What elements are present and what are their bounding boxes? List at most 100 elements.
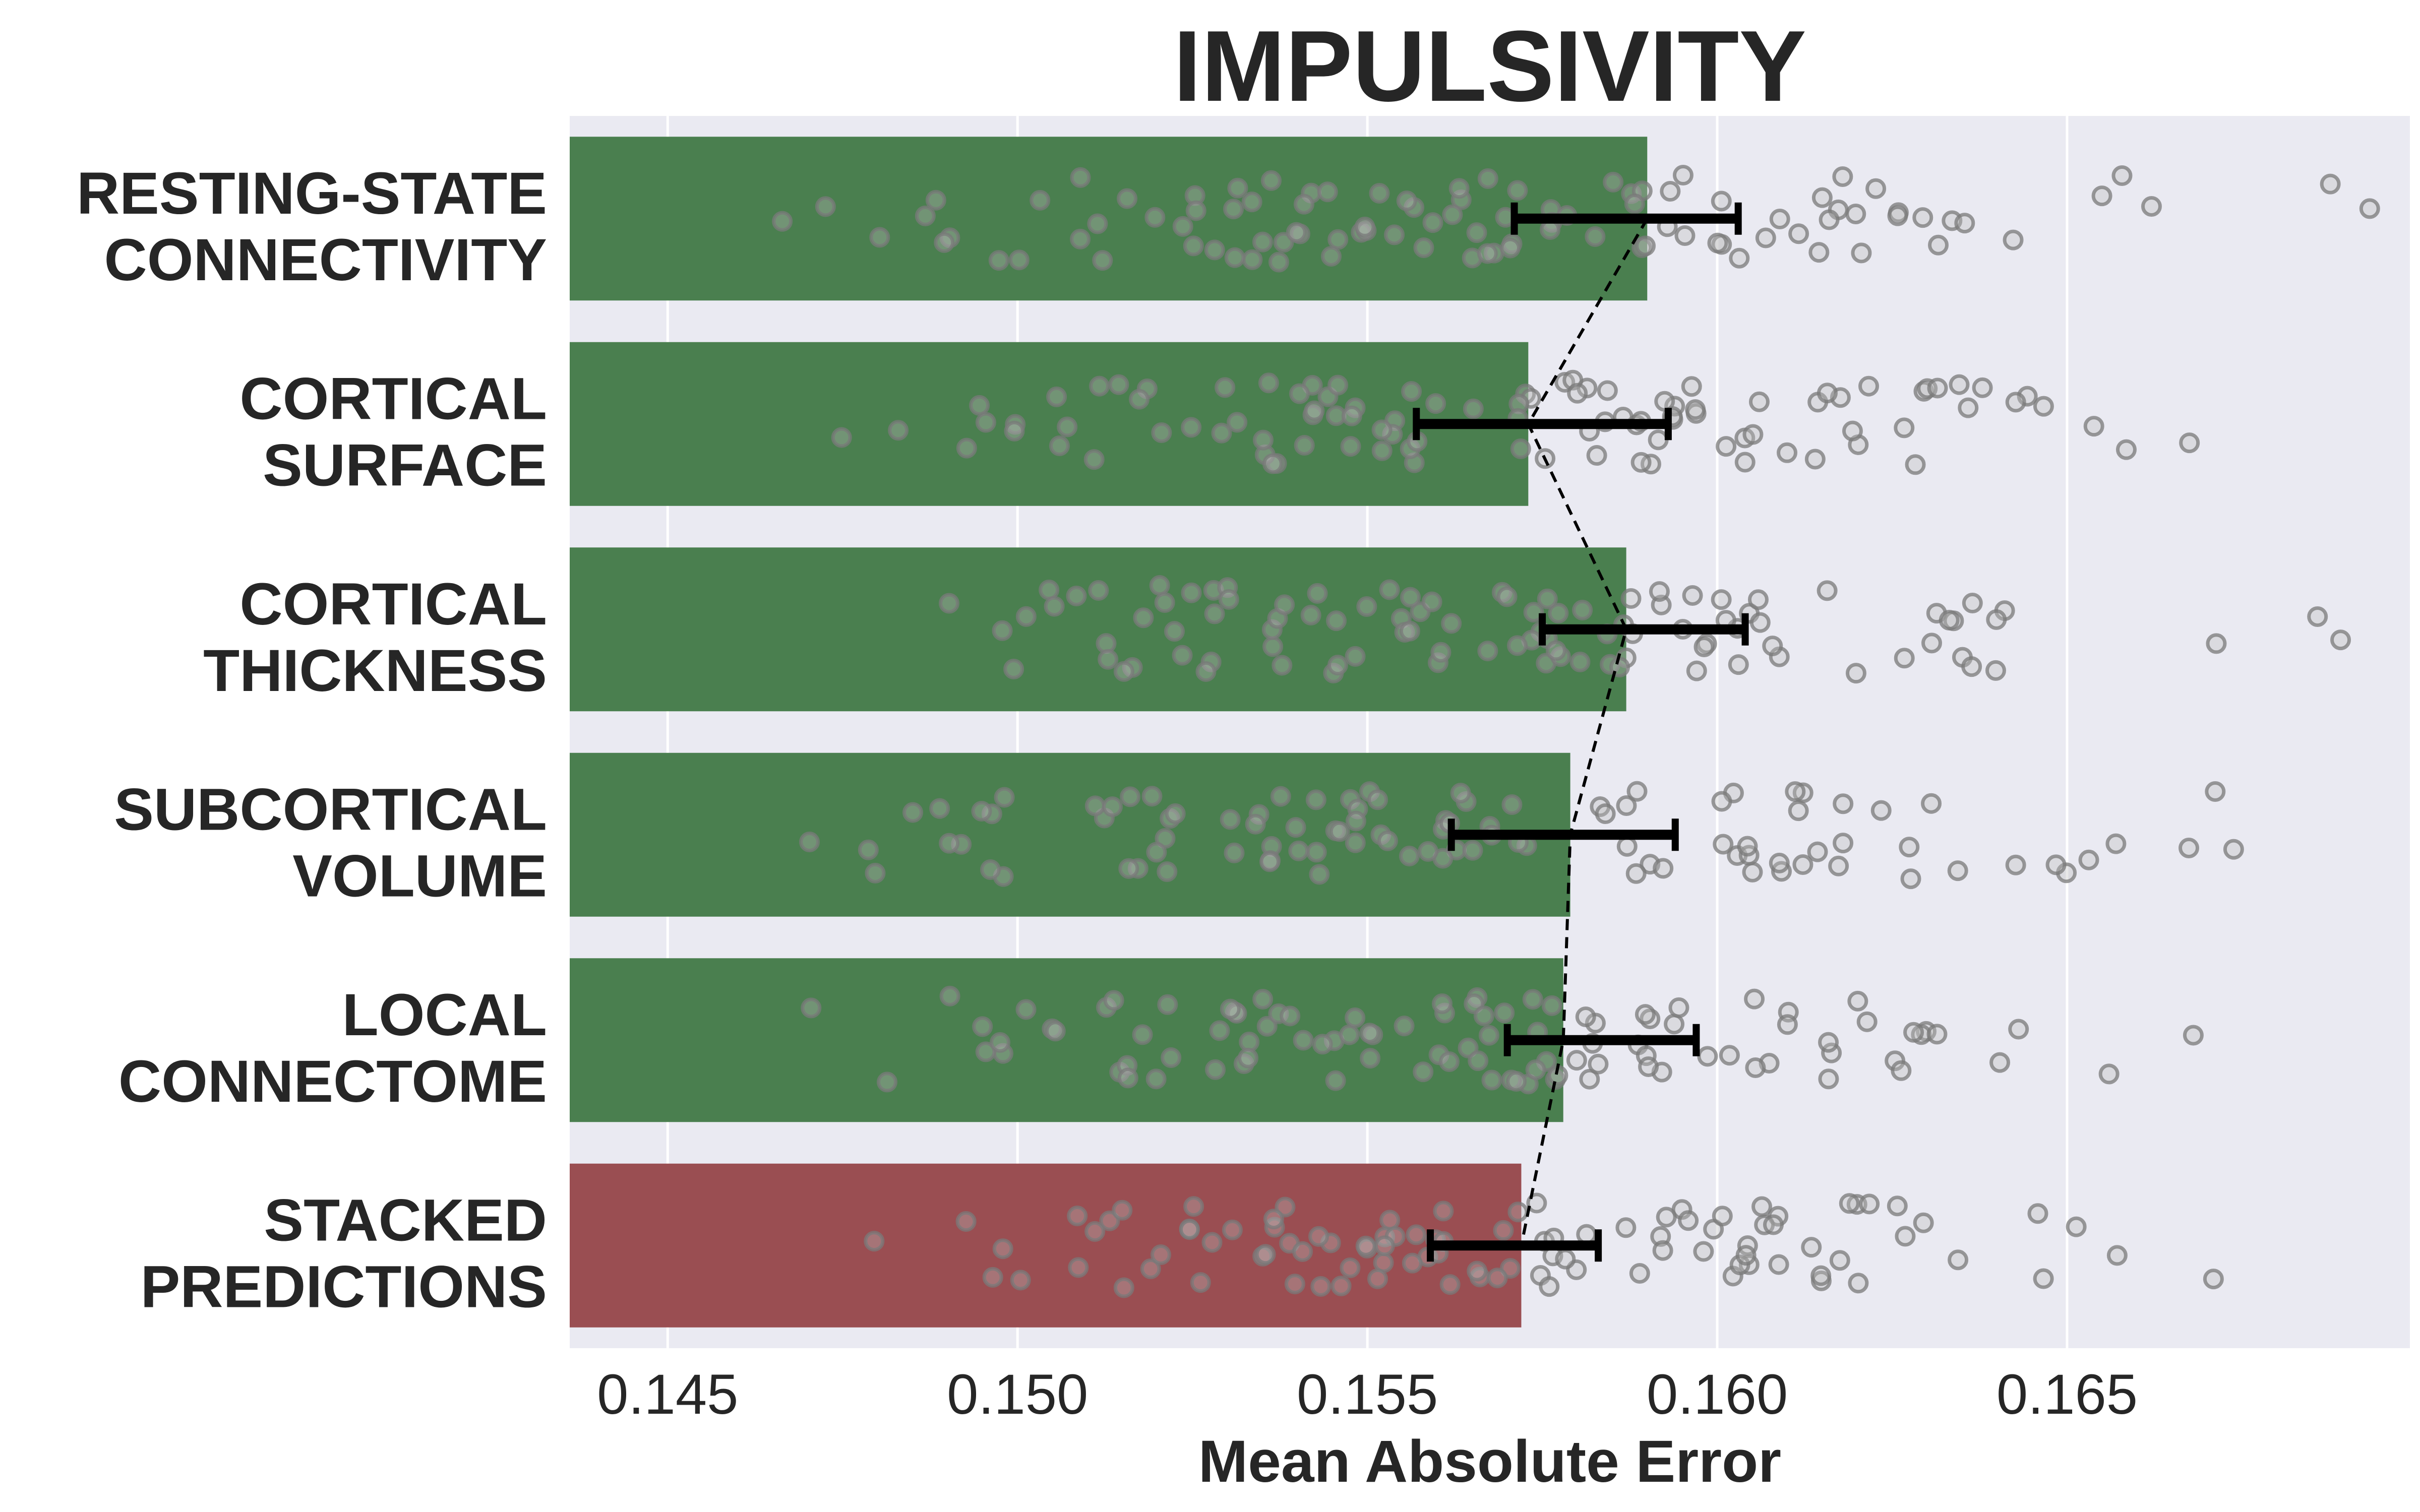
x-tick-label: 0.150: [947, 1363, 1088, 1426]
data-point: [1949, 374, 1970, 395]
data-point: [2033, 396, 2054, 417]
data-point: [1067, 1206, 1088, 1227]
data-point: [1891, 1060, 1912, 1081]
data-point: [1818, 1068, 1839, 1090]
data-point: [1595, 803, 1616, 825]
data-point: [1252, 988, 1274, 1010]
data-point: [2205, 781, 2226, 802]
data-point: [1685, 399, 1706, 420]
data-point: [1439, 1274, 1461, 1295]
data-point: [1150, 1244, 1171, 1266]
data-point: [1039, 580, 1060, 601]
data-point: [1099, 1210, 1120, 1231]
data-point: [1763, 1214, 1784, 1235]
category-label-line1: SUBCORTICAL: [114, 776, 547, 843]
error-bar: [1503, 1024, 1700, 1056]
data-point: [1317, 181, 1338, 203]
data-point: [1310, 1276, 1332, 1297]
data-point: [1462, 840, 1483, 861]
data-point: [1320, 245, 1342, 267]
data-point: [1616, 836, 1638, 857]
data-point: [1686, 660, 1707, 681]
data-point: [1620, 588, 1642, 609]
data-point: [1205, 1059, 1226, 1080]
data-point: [1507, 1202, 1529, 1223]
bar: [570, 137, 1648, 301]
data-point: [1678, 1210, 1699, 1231]
data-point: [1939, 610, 1960, 631]
data-point: [1711, 191, 1732, 212]
data-point: [1172, 216, 1193, 237]
data-point: [1379, 579, 1400, 600]
data-point: [1044, 596, 1065, 617]
data-point: [1913, 1212, 1934, 1233]
data-point: [1396, 191, 1417, 212]
category-label-line2: CONNECTOME: [118, 1048, 547, 1115]
data-point: [934, 232, 955, 253]
data-point: [1926, 1024, 1948, 1045]
data-point: [1597, 380, 1618, 401]
data-point: [1768, 1254, 1789, 1275]
data-point: [1729, 247, 1750, 269]
data-point: [1120, 786, 1141, 807]
data-point: [1151, 422, 1172, 443]
data-point: [1211, 422, 1232, 444]
data-point: [1255, 1244, 1276, 1265]
data-point: [1807, 841, 1828, 862]
data-point: [1433, 1201, 1454, 1222]
data-point: [2033, 1268, 2054, 1289]
data-point: [1341, 405, 1362, 426]
data-point: [1817, 580, 1838, 601]
data-point: [969, 395, 990, 416]
data-point: [1545, 640, 1566, 661]
data-point: [1693, 1241, 1714, 1262]
data-point: [1339, 1024, 1360, 1045]
data-point: [2111, 165, 2133, 186]
data-point: [1400, 587, 1421, 608]
data-point: [1146, 842, 1167, 863]
data-point: [1345, 1007, 1366, 1028]
data-point: [2078, 849, 2099, 870]
data-point: [1204, 239, 1225, 261]
data-point: [1624, 193, 1645, 214]
bar: [570, 752, 1570, 917]
data-point: [1300, 604, 1321, 625]
data-point: [1748, 391, 1770, 412]
data-point: [1371, 419, 1393, 440]
data-point: [1603, 171, 1624, 193]
data-point: [1367, 789, 1388, 810]
data-point: [1569, 651, 1591, 672]
data-point: [1418, 841, 1439, 862]
data-point: [1367, 1268, 1388, 1289]
data-point: [1223, 199, 1244, 220]
error-bar: [1510, 202, 1742, 235]
data-point: [1579, 1068, 1600, 1090]
data-point: [1274, 594, 1295, 615]
data-point: [1118, 858, 1139, 879]
data-point: [939, 985, 960, 1006]
data-point: [1340, 1257, 1361, 1279]
category-label-line1: CORTICAL: [239, 571, 547, 638]
data-point: [1263, 1209, 1284, 1230]
data-point: [1745, 1057, 1766, 1079]
category-label-line2: SURFACE: [263, 432, 547, 498]
data-point: [1084, 795, 1106, 816]
data-point: [1810, 1265, 1832, 1286]
data-point: [1133, 607, 1154, 628]
data-point: [1500, 237, 1521, 259]
data-point: [1845, 203, 1866, 224]
data-point: [1848, 1273, 1869, 1294]
data-point: [1286, 222, 1307, 243]
data-point: [1962, 593, 1983, 614]
data-point: [1507, 635, 1528, 656]
data-point: [1506, 1071, 1527, 1092]
data-point: [1900, 868, 1921, 890]
x-tick-label: 0.160: [1647, 1363, 1788, 1426]
data-point: [1294, 435, 1315, 456]
data-point: [1954, 213, 1975, 234]
data-point: [1958, 397, 1979, 418]
data-point: [1145, 1068, 1167, 1090]
data-point: [1477, 168, 1498, 189]
data-point: [1224, 842, 1245, 863]
data-point: [1340, 436, 1361, 457]
